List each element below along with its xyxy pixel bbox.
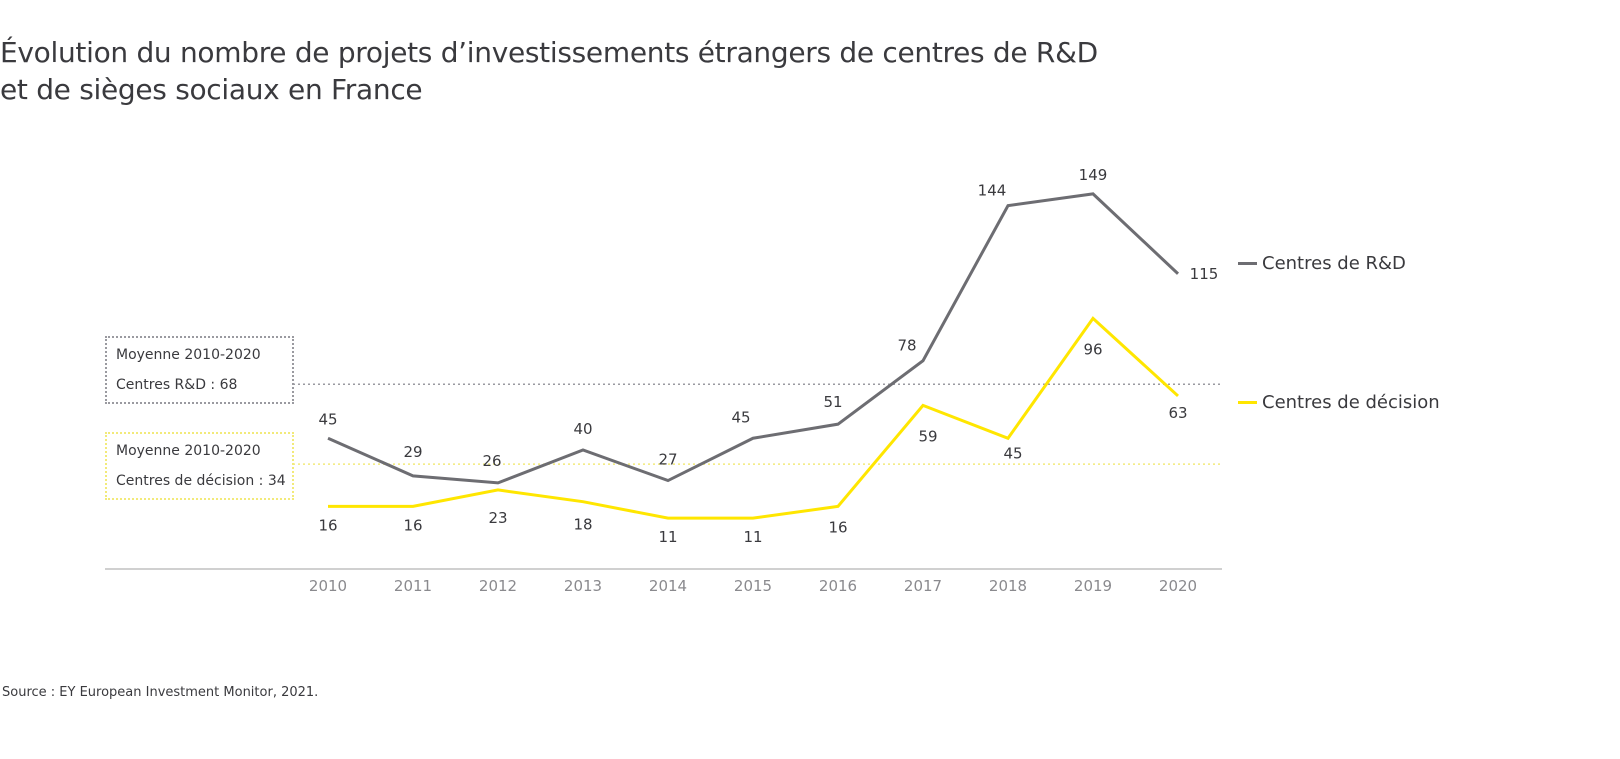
data-label-decision: 23 (488, 509, 507, 527)
data-label-rd: 51 (823, 393, 842, 411)
chart-title-line-1: Évolution du nombre de projets d’investi… (0, 36, 1098, 69)
data-label-decision: 18 (573, 516, 592, 534)
x-tick-label: 2010 (309, 577, 347, 595)
data-label-rd: 78 (897, 337, 916, 355)
legend-swatch-rd (1238, 262, 1257, 265)
chart-title-line-2: et de sièges sociaux en France (0, 73, 423, 106)
x-tick-label: 2011 (394, 577, 432, 595)
x-tick-label: 2017 (904, 577, 942, 595)
x-tick-label: 2019 (1074, 577, 1112, 595)
data-label-rd: 26 (482, 452, 501, 470)
series-line-decision (328, 316, 1180, 520)
data-label-decision: 59 (918, 427, 937, 445)
data-label-rd: 40 (573, 420, 592, 438)
data-label-decision: 16 (403, 516, 422, 534)
x-tick-label: 2014 (649, 577, 687, 595)
x-axis-tick-labels: 2010 2011 2012 2013 2014 2015 2016 2017 2018 2019… (309, 577, 1197, 595)
data-label-decision: 63 (1168, 404, 1187, 422)
average-rd-box: Moyenne 2010-2020 Centres R&D : 68 (105, 336, 294, 404)
average-rd-line1: Moyenne 2010-2020 (116, 347, 261, 363)
source-note: Source : EY European Investment Monitor,… (2, 685, 319, 700)
x-tick-label: 2013 (564, 577, 602, 595)
series-lines (327, 192, 1180, 520)
data-label-decision: 96 (1083, 340, 1102, 358)
average-decision-box: Moyenne 2010-2020 Centres de décision : … (105, 432, 294, 500)
data-label-rd: 45 (318, 410, 337, 428)
legend-item-decision: Centres de décision (1238, 392, 1440, 413)
x-tick-label: 2016 (819, 577, 857, 595)
data-label-rd: 115 (1190, 265, 1219, 283)
data-label-rd: 149 (1079, 166, 1108, 184)
data-label-decision: 11 (658, 528, 677, 546)
average-rd-line2: Centres R&D : 68 (116, 377, 238, 393)
reference-lines (293, 383, 1222, 465)
data-label-rd: 144 (978, 182, 1007, 200)
data-labels: 45 29 26 40 27 45 51 78 144 149 115 16 16 23 18 11 11 16 5… (318, 166, 1218, 546)
series-line-rd (327, 192, 1180, 485)
data-label-decision: 16 (318, 516, 337, 534)
average-decision-line2: Centres de décision : 34 (116, 473, 286, 489)
data-label-rd: 27 (658, 451, 677, 469)
legend-swatch-decision (1238, 401, 1257, 404)
average-decision-line1: Moyenne 2010-2020 (116, 443, 261, 459)
data-label-decision: 11 (743, 528, 762, 546)
x-tick-label: 2012 (479, 577, 517, 595)
x-tick-label: 2018 (989, 577, 1027, 595)
data-label-decision: 16 (828, 518, 847, 536)
data-label-rd: 45 (731, 408, 750, 426)
chart-title: Évolution du nombre de projets d’investi… (0, 34, 1098, 108)
legend-label-rd: Centres de R&D (1262, 253, 1406, 274)
legend-item-rd: Centres de R&D (1238, 253, 1406, 274)
x-tick-label: 2015 (734, 577, 772, 595)
legend-label-decision: Centres de décision (1262, 392, 1440, 413)
x-tick-label: 2020 (1159, 577, 1197, 595)
data-label-decision: 45 (1003, 444, 1022, 462)
data-label-rd: 29 (403, 443, 422, 461)
